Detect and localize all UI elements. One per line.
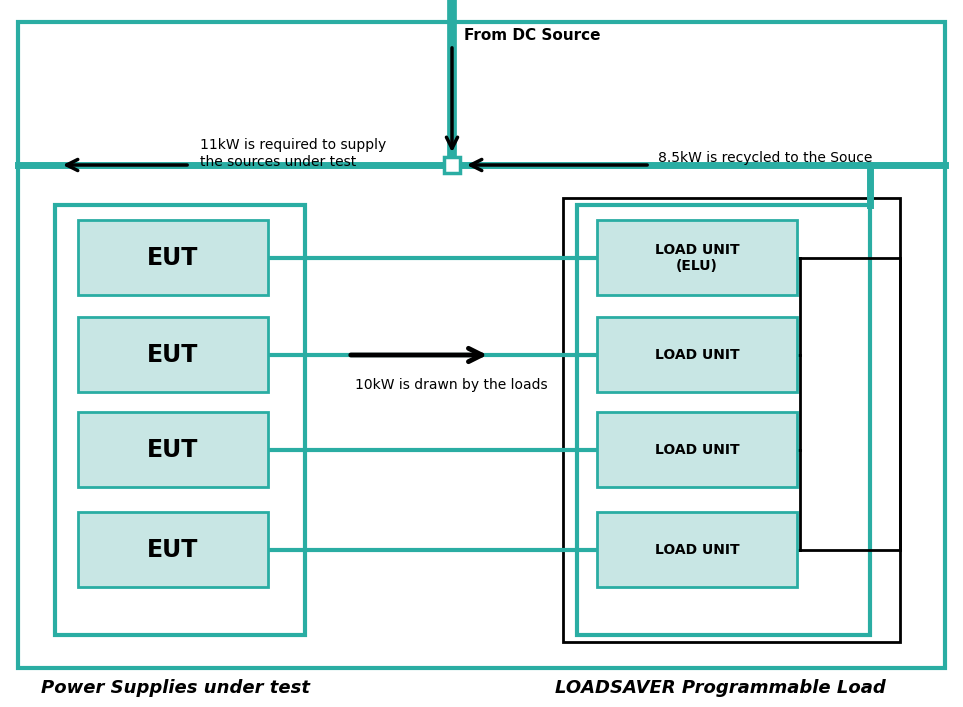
Text: LOAD UNIT
(ELU): LOAD UNIT (ELU) (655, 243, 740, 273)
Text: EUT: EUT (147, 538, 198, 562)
Text: the sources under test: the sources under test (200, 155, 356, 169)
Text: LOAD UNIT: LOAD UNIT (655, 543, 740, 557)
Text: 8.5kW is recycled to the Souce: 8.5kW is recycled to the Souce (658, 151, 872, 165)
Bar (78, 317, 268, 392)
Text: 11kW is required to supply: 11kW is required to supply (200, 138, 386, 152)
Bar (78, 412, 268, 487)
Bar (78, 512, 268, 587)
Text: EUT: EUT (147, 246, 198, 270)
Text: LOAD UNIT: LOAD UNIT (655, 348, 740, 362)
Text: EUT: EUT (147, 343, 198, 367)
Text: Power Supplies under test: Power Supplies under test (40, 679, 309, 697)
Text: From DC Source: From DC Source (464, 28, 601, 42)
Text: EUT: EUT (147, 438, 198, 462)
Bar (55, 205, 305, 635)
Bar (597, 317, 797, 392)
Text: LOADSAVER Programmable Load: LOADSAVER Programmable Load (555, 679, 885, 697)
Bar (563, 198, 900, 642)
Bar (597, 412, 797, 487)
Bar (444, 157, 460, 173)
Bar (597, 512, 797, 587)
Bar (577, 205, 870, 635)
Bar (78, 220, 268, 295)
Text: LOAD UNIT: LOAD UNIT (655, 443, 740, 457)
Bar (597, 220, 797, 295)
Text: 10kW is drawn by the loads: 10kW is drawn by the loads (355, 378, 548, 392)
